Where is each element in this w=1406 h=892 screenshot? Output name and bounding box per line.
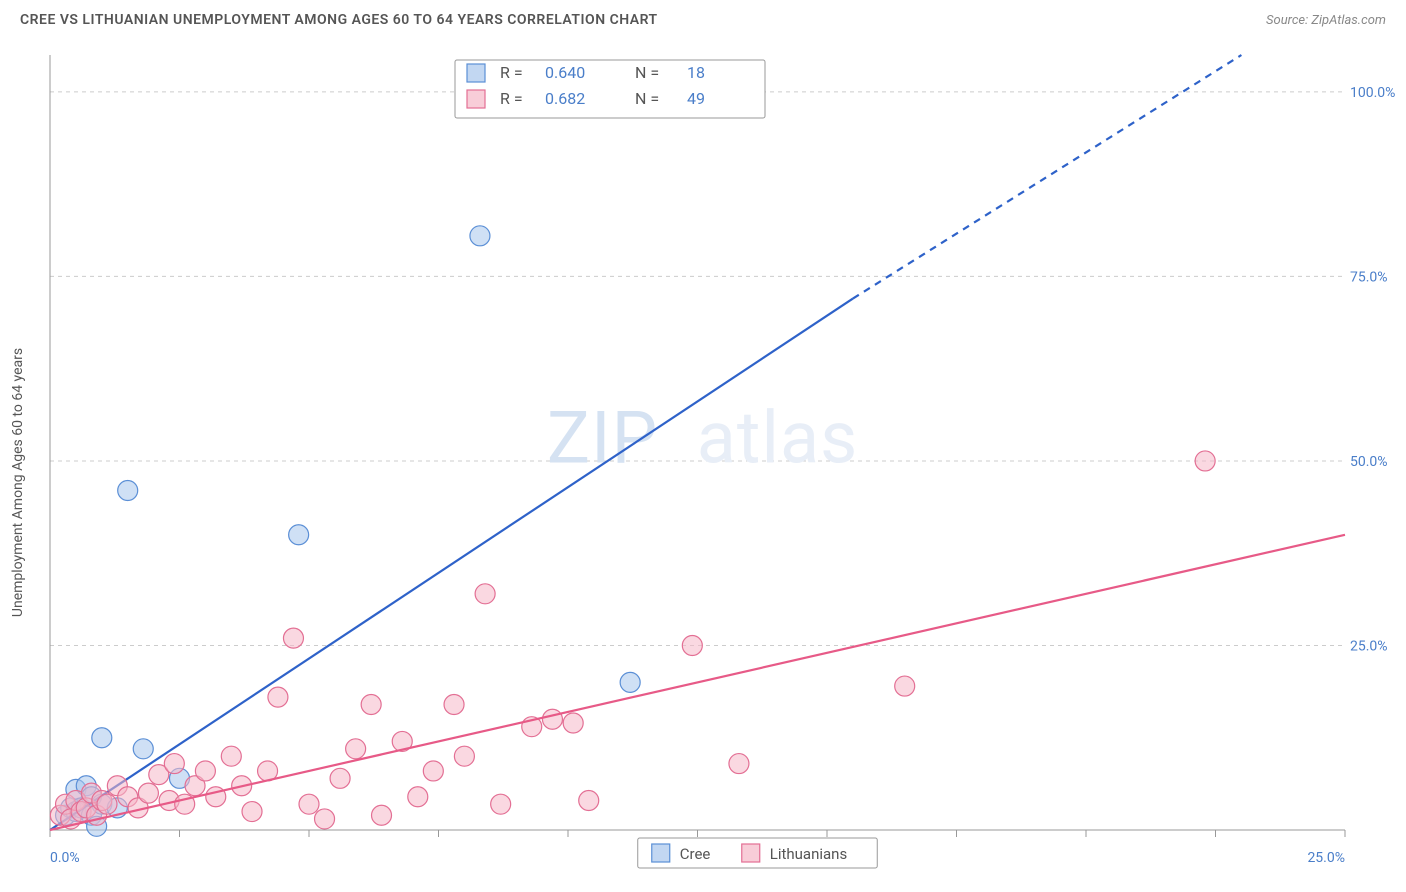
svg-text:Unemployment Among Ages 60 to: Unemployment Among Ages 60 to 64 years xyxy=(10,348,26,617)
svg-text:Lithuanians: Lithuanians xyxy=(770,845,847,863)
svg-text:25.0%: 25.0% xyxy=(1307,850,1345,866)
svg-text:Cree: Cree xyxy=(680,845,711,863)
svg-text:R =: R = xyxy=(500,89,523,108)
scatter-chart: ZIPatlas0.0%25.0%25.0%50.0%75.0%100.0%Un… xyxy=(0,40,1406,892)
svg-text:25.0%: 25.0% xyxy=(1350,638,1388,654)
svg-text:N =: N = xyxy=(635,63,659,82)
svg-text:0.0%: 0.0% xyxy=(50,850,80,866)
svg-text:50.0%: 50.0% xyxy=(1350,454,1388,470)
svg-text:75.0%: 75.0% xyxy=(1350,269,1388,285)
svg-text:N =: N = xyxy=(635,89,659,108)
svg-text:49: 49 xyxy=(687,89,705,108)
chart-container: ZIPatlas0.0%25.0%25.0%50.0%75.0%100.0%Un… xyxy=(0,40,1406,892)
svg-text:0.682: 0.682 xyxy=(545,89,585,108)
svg-text:18: 18 xyxy=(687,63,705,82)
svg-text:100.0%: 100.0% xyxy=(1350,85,1395,101)
svg-text:R =: R = xyxy=(500,63,523,82)
svg-text:atlas: atlas xyxy=(697,396,859,481)
chart-title: CREE VS LITHUANIAN UNEMPLOYMENT AMONG AG… xyxy=(20,12,658,28)
chart-header: CREE VS LITHUANIAN UNEMPLOYMENT AMONG AG… xyxy=(0,0,1406,40)
chart-source: Source: ZipAtlas.com xyxy=(1266,13,1386,28)
svg-text:0.640: 0.640 xyxy=(545,63,585,82)
